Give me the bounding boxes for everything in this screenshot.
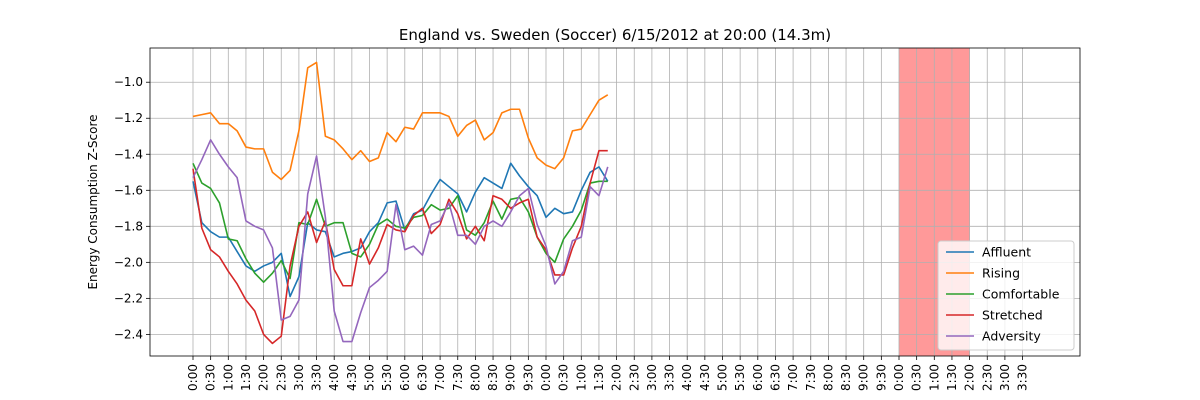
x-tick-label: 0:30 [557,364,571,391]
series-line-affluent [192,162,609,298]
plot-background [150,48,1080,356]
x-tick-label: 0:30 [204,364,218,391]
x-tick-label: 4:30 [345,364,359,391]
legend-box [937,240,1075,351]
x-tick-label: 4:00 [680,364,694,391]
x-tick-label: 2:00 [610,364,624,391]
x-tick-label: 7:00 [433,364,447,391]
x-tick-label: 3:30 [310,364,324,391]
x-tick-label: 1:00 [221,364,235,391]
x-tick-label: 4:30 [698,364,712,391]
y-axis-label: Energy Consumption Z-Score [86,114,100,289]
x-tick-label: 2:00 [257,364,271,391]
x-tick-label: 9:00 [857,364,871,391]
x-tick-label: 3:00 [998,364,1012,391]
x-tick-label: 3:00 [292,364,306,391]
y-tick-label: −2.4 [114,327,143,341]
legend-label: Rising [982,266,1020,281]
x-tick-label: 8:00 [821,364,835,391]
x-tick-label: 6:00 [751,364,765,391]
legend-label: Comfortable [982,287,1060,302]
x-tick-label: 7:30 [804,364,818,391]
x-tick-label: 4:00 [327,364,341,391]
y-tick-label: −1.2 [114,111,143,125]
x-tick-label: 2:30 [980,364,994,391]
legend-label: Affluent [982,245,1031,260]
y-tick-label: −1.6 [114,183,143,197]
x-tick-label: 3:30 [663,364,677,391]
axes-frame [149,47,1081,357]
series-line-adversity [192,139,609,343]
x-tick-label: 7:00 [786,364,800,391]
x-tick-label: 8:30 [839,364,853,391]
x-axis-ticks: 0:00 0:30 1:00 1:30 2:00 2:30 3:00 3:30 4:00 4:30… [186,356,1030,391]
legend: Affluent Rising Comfortable Stretched Advers… [937,240,1075,351]
x-tick-label: 8:00 [468,364,482,391]
x-tick-label: 1:30 [592,364,606,391]
x-tick-label: 0:00 [539,364,553,391]
x-tick-label: 5:00 [716,364,730,391]
axes-border [149,47,1081,357]
x-tick-label: 9:30 [874,364,888,391]
x-tick-label: 1:00 [927,364,941,391]
x-tick-label: 6:30 [415,364,429,391]
y-tick-label: −1.0 [114,75,143,89]
x-tick-label: 1:30 [239,364,253,391]
x-tick-label: 0:30 [910,364,924,391]
grid-lines [150,48,1080,356]
x-tick-label: 3:00 [645,364,659,391]
x-tick-label: 0:00 [892,364,906,391]
x-tick-label: 9:30 [521,364,535,391]
y-tick-label: −1.8 [114,219,143,233]
y-tick-label: −2.0 [114,255,143,269]
x-tick-label: 5:30 [733,364,747,391]
y-tick-label: −1.4 [114,147,143,161]
x-tick-label: 9:00 [504,364,518,391]
x-tick-label: 5:00 [363,364,377,391]
x-tick-label: 2:30 [274,364,288,391]
x-tick-label: 1:30 [945,364,959,391]
legend-label: Stretched [982,308,1043,323]
chart-title: England vs. Sweden (Soccer) 6/15/2012 at… [399,26,831,44]
series-line-rising [192,61,609,181]
x-tick-label: 7:30 [451,364,465,391]
x-tick-label: 8:30 [486,364,500,391]
series-lines [192,61,609,345]
x-tick-label: 6:00 [398,364,412,391]
x-tick-label: 5:30 [380,364,394,391]
x-tick-label: 3:30 [1016,364,1030,391]
x-tick-label: 2:00 [963,364,977,391]
x-tick-label: 6:30 [768,364,782,391]
x-tick-label: 2:30 [627,364,641,391]
x-tick-label: 1:00 [574,364,588,391]
x-tick-label: 0:00 [186,364,200,391]
y-axis-ticks: −1.0 −1.2 −1.4 −1.6 −1.8 −2.0 −2.2 −2.4 [114,75,150,341]
y-tick-label: −2.2 [114,291,143,305]
legend-label: Adversity [982,329,1041,344]
